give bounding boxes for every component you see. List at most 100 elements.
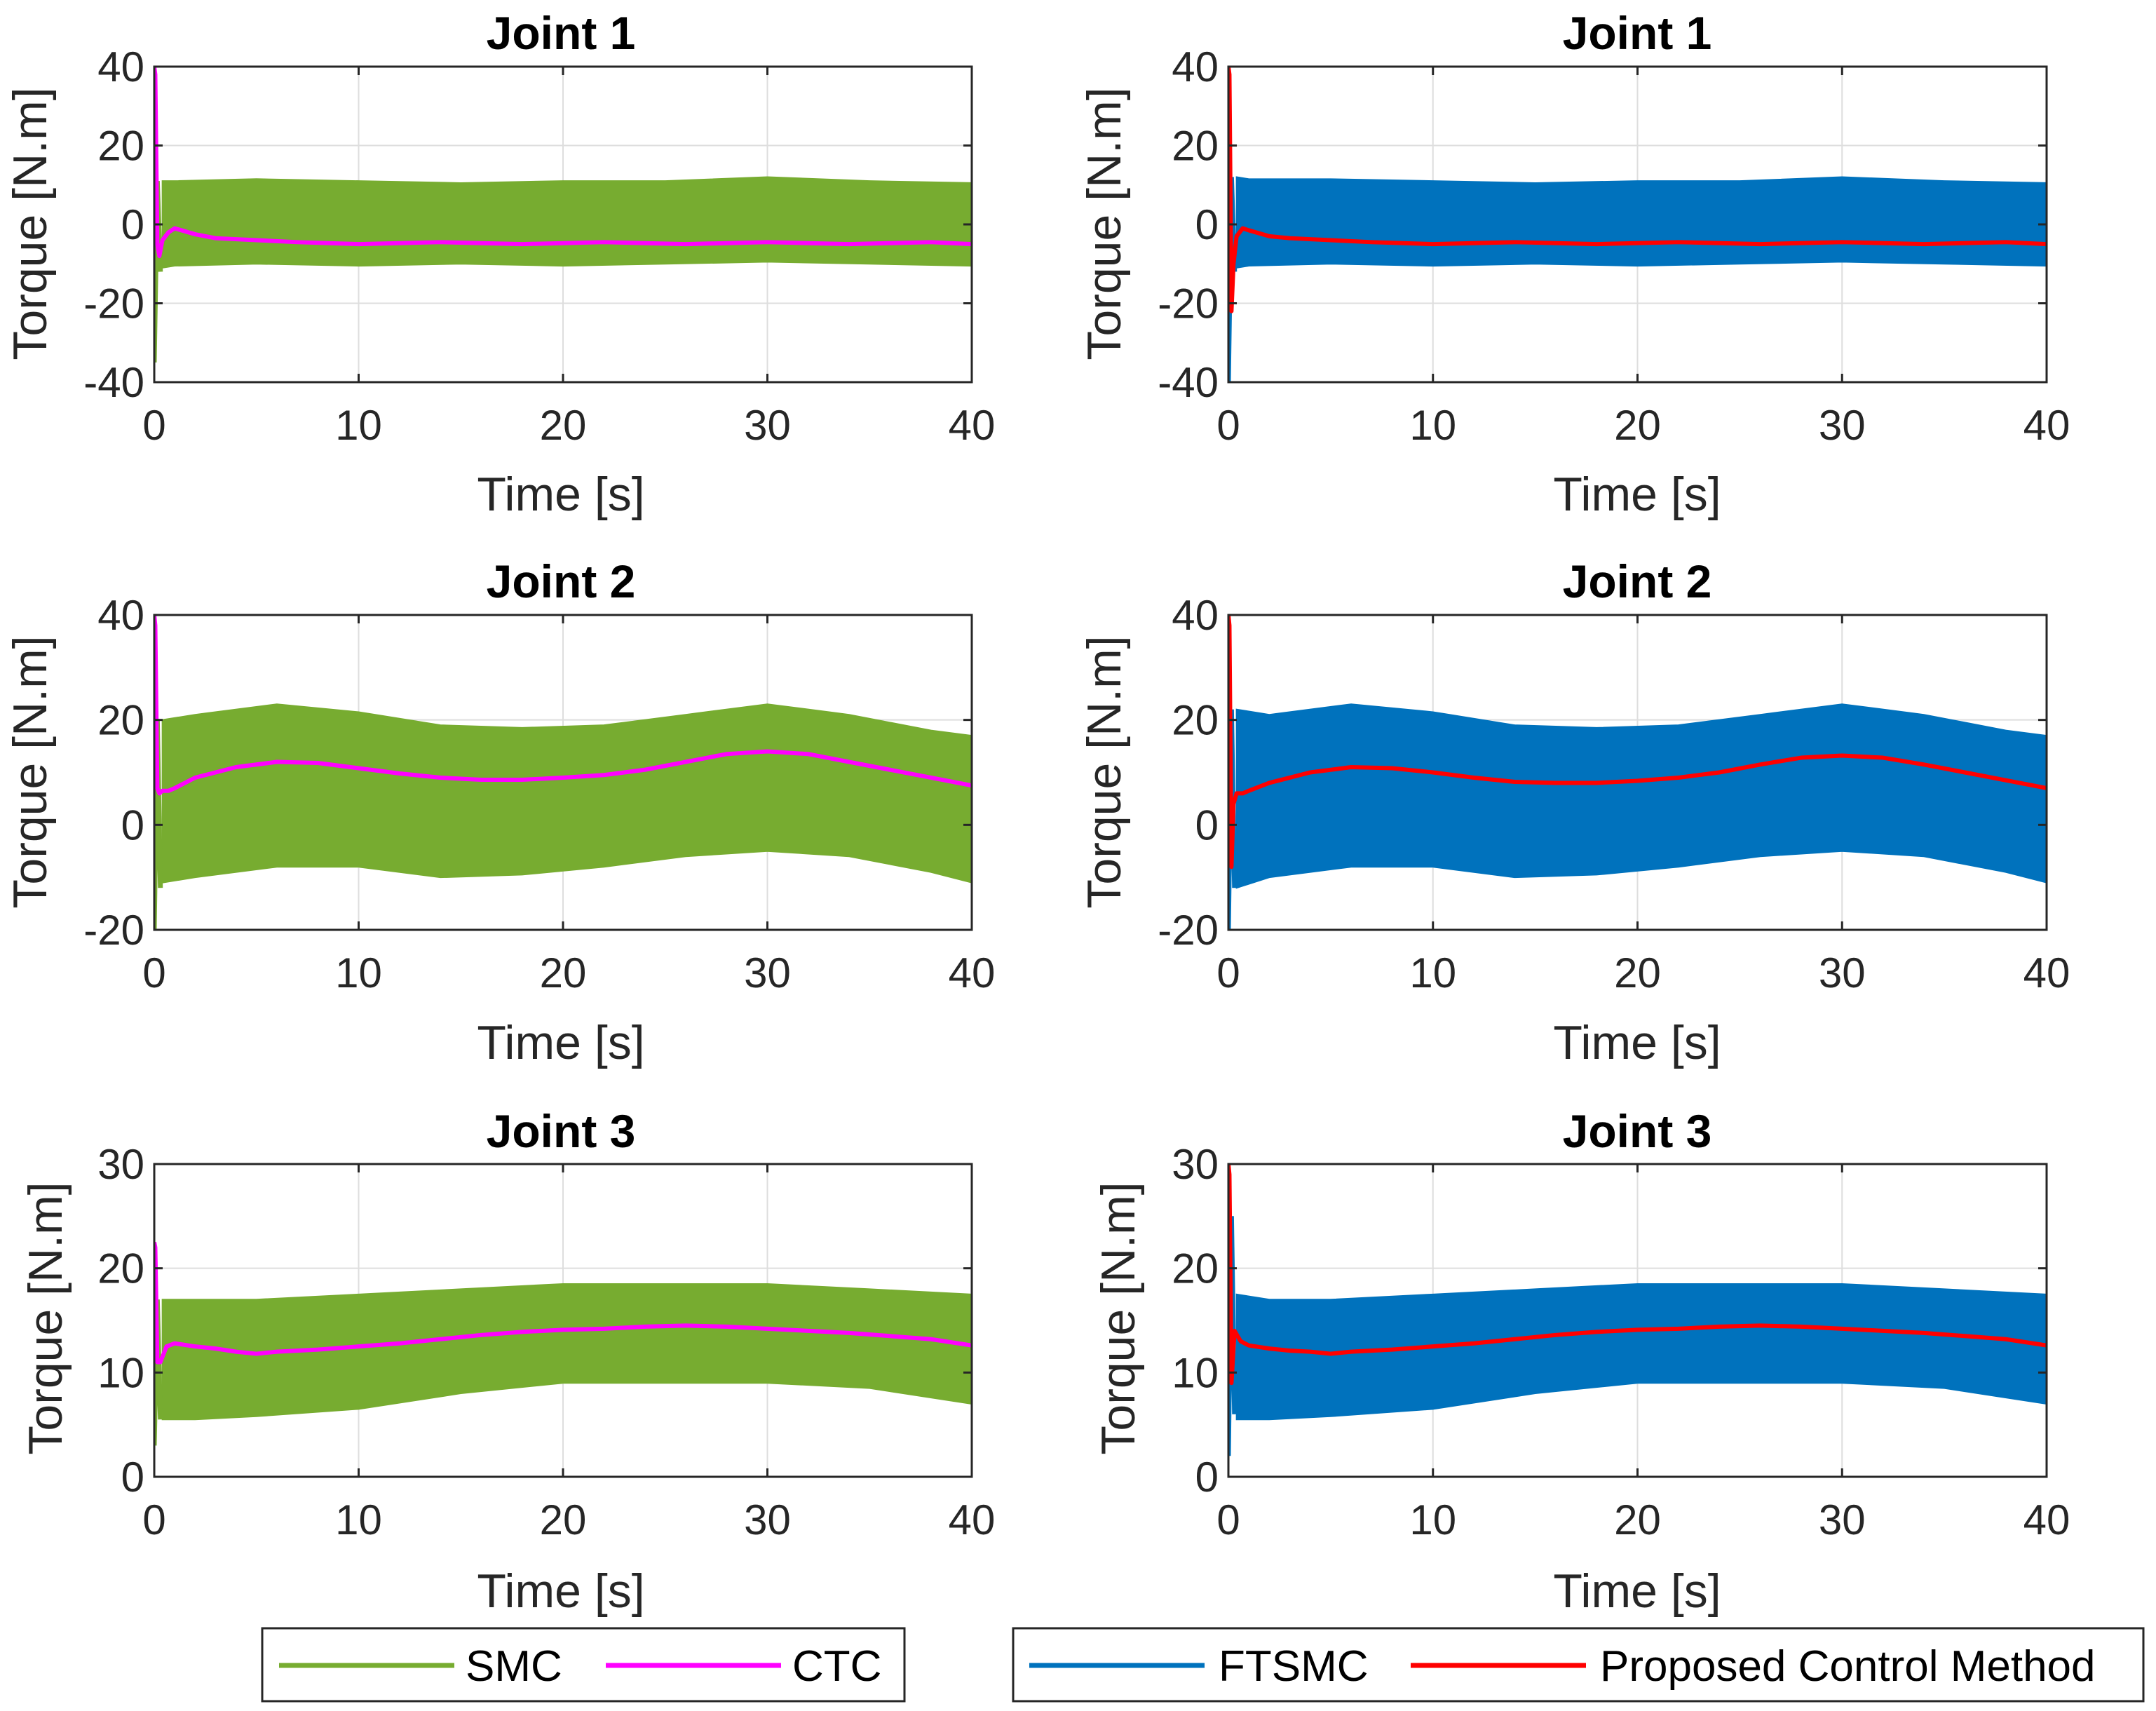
y-axis-label: Torque [N.m]: [19, 1182, 72, 1454]
y-tick-label: 0: [1195, 1454, 1219, 1501]
y-axis-label: Torque [N.m]: [1078, 635, 1131, 908]
x-tick-label: 40: [2023, 1496, 2070, 1543]
x-tick-label: 40: [2023, 949, 2070, 996]
plot-area: [1227, 65, 2048, 384]
x-axis-label: Time [s]: [477, 1016, 644, 1069]
x-tick-label: 0: [142, 402, 165, 449]
x-tick-label: 0: [1216, 1496, 1240, 1543]
y-tick-label: -20: [1158, 907, 1219, 954]
y-tick-label: 20: [97, 697, 144, 744]
legend-ftsmc-proposed: FTSMC Proposed Control Method: [1012, 1627, 2145, 1703]
x-tick-label: 10: [335, 1496, 382, 1543]
y-axis-label: Torque [N.m]: [1092, 1182, 1145, 1454]
x-tick-label: 20: [540, 402, 587, 449]
series-group: [1228, 67, 2047, 382]
legend-label-ctc: CTC: [792, 1642, 881, 1691]
x-tick-label: 30: [744, 402, 791, 449]
x-axis-label: Time [s]: [1553, 468, 1721, 521]
x-tick-label: 20: [540, 949, 587, 996]
subplot-title: Joint 3: [1563, 1105, 1712, 1157]
subplot-title: Joint 2: [1563, 555, 1712, 607]
x-tick-label: 30: [1819, 949, 1866, 996]
x-tick-label: 40: [2023, 402, 2070, 449]
y-tick-label: -20: [1158, 280, 1219, 327]
band-ftsmc-envelope: [1235, 1283, 2047, 1421]
subplot-title: Joint 1: [487, 7, 636, 59]
y-tick-label: 0: [1195, 201, 1219, 248]
plot-area: [153, 1163, 973, 1478]
x-tick-label: 10: [335, 402, 382, 449]
series-group: [154, 67, 972, 363]
band-smc-envelope: [161, 176, 972, 269]
legend-label-ftsmc: FTSMC: [1219, 1642, 1369, 1691]
legend-smc-ctc: SMC CTC: [261, 1627, 906, 1703]
legend-label-proposed: Proposed Control Method: [1600, 1642, 2096, 1691]
x-tick-label: 10: [1409, 949, 1456, 996]
y-axis-label: Torque [N.m]: [1078, 87, 1131, 360]
y-tick-label: 40: [1172, 592, 1219, 639]
band-smc-envelope: [161, 1283, 972, 1421]
y-tick-label: 30: [97, 1141, 144, 1188]
subplot-title: Joint 1: [1563, 7, 1712, 59]
y-tick-label: -20: [83, 907, 144, 954]
subplot-joint2-ftsmc-proposed: Joint 2 Time [s] Torque [N.m] 0 10 20 30 40 -…: [1078, 555, 2070, 1069]
band-ftsmc-envelope: [1235, 176, 2047, 269]
x-tick-label: 30: [1819, 1496, 1866, 1543]
line-ctc: [154, 1241, 972, 1365]
y-tick-label: -40: [1158, 359, 1219, 406]
line-proposed-control-method: [1228, 67, 2047, 313]
subplot-joint3-ftsmc-proposed: Joint 3 Time [s] Torque [N.m] 0 10 20 30 40 0…: [1092, 1105, 2070, 1618]
x-tick-label: 40: [949, 402, 996, 449]
x-tick-label: 20: [1614, 949, 1661, 996]
series-group: [1228, 615, 2047, 930]
line-proposed-control-method: [1228, 1164, 2047, 1386]
y-tick-label: 10: [1172, 1349, 1219, 1396]
x-tick-label: 30: [744, 1496, 791, 1543]
subplot-joint2-smc-ctc: Joint 2 Time [s] Torque [N.m] 0 10 20 30 40 -…: [4, 555, 995, 1069]
y-tick-label: 30: [1172, 1141, 1219, 1188]
y-axis-label: Torque [N.m]: [4, 635, 57, 908]
x-axis-label: Time [s]: [477, 468, 644, 521]
x-axis-label: Time [s]: [1553, 1564, 1721, 1618]
x-tick-label: 0: [142, 949, 165, 996]
subplot-joint1-ftsmc-proposed: Joint 1 Time [s] Torque [N.m] 0 10 20 30 40 -…: [1078, 7, 2070, 521]
y-tick-label: 40: [97, 592, 144, 639]
subplot-joint3-smc-ctc: Joint 3 Time [s] Torque [N.m] 0 10 20 30 40 0…: [19, 1105, 995, 1618]
y-tick-label: 20: [97, 1245, 144, 1292]
x-axis-label: Time [s]: [1553, 1016, 1721, 1069]
x-tick-label: 0: [142, 1496, 165, 1543]
subplot-joint1-smc-ctc: Joint 1 Time [s] Torque [N.m] 0 10 20 30 40 -…: [4, 7, 995, 521]
y-tick-label: 20: [1172, 697, 1219, 744]
x-tick-label: 10: [335, 949, 382, 996]
x-tick-label: 0: [1216, 949, 1240, 996]
plot-area: [1227, 1163, 2048, 1478]
band-smc-envelope: [161, 703, 972, 884]
y-tick-label: 0: [121, 802, 144, 848]
x-tick-label: 40: [949, 949, 996, 996]
legend-label-smc: SMC: [466, 1642, 562, 1691]
y-tick-label: 0: [1195, 802, 1219, 848]
y-tick-label: 40: [1172, 43, 1219, 90]
x-tick-label: 20: [1614, 402, 1661, 449]
y-tick-label: 40: [97, 43, 144, 90]
line-ctc: [154, 615, 972, 796]
y-tick-label: 10: [97, 1349, 144, 1396]
line-proposed-control-method: [1228, 615, 2047, 870]
y-tick-label: -20: [83, 280, 144, 327]
series-group: [154, 1241, 972, 1446]
y-tick-label: 20: [1172, 123, 1219, 170]
y-tick-label: 0: [121, 201, 144, 248]
x-tick-label: 20: [1614, 1496, 1661, 1543]
subplot-title: Joint 3: [487, 1105, 636, 1157]
y-tick-label: 20: [1172, 1245, 1219, 1292]
y-tick-label: 20: [97, 123, 144, 170]
subplot-title: Joint 2: [487, 555, 636, 607]
band-ftsmc-envelope: [1235, 703, 2047, 889]
y-axis-label: Torque [N.m]: [4, 87, 57, 360]
series-group: [154, 615, 972, 930]
plot-area: [153, 614, 973, 931]
y-tick-label: 0: [121, 1454, 144, 1501]
x-tick-label: 20: [540, 1496, 587, 1543]
x-tick-label: 10: [1409, 402, 1456, 449]
